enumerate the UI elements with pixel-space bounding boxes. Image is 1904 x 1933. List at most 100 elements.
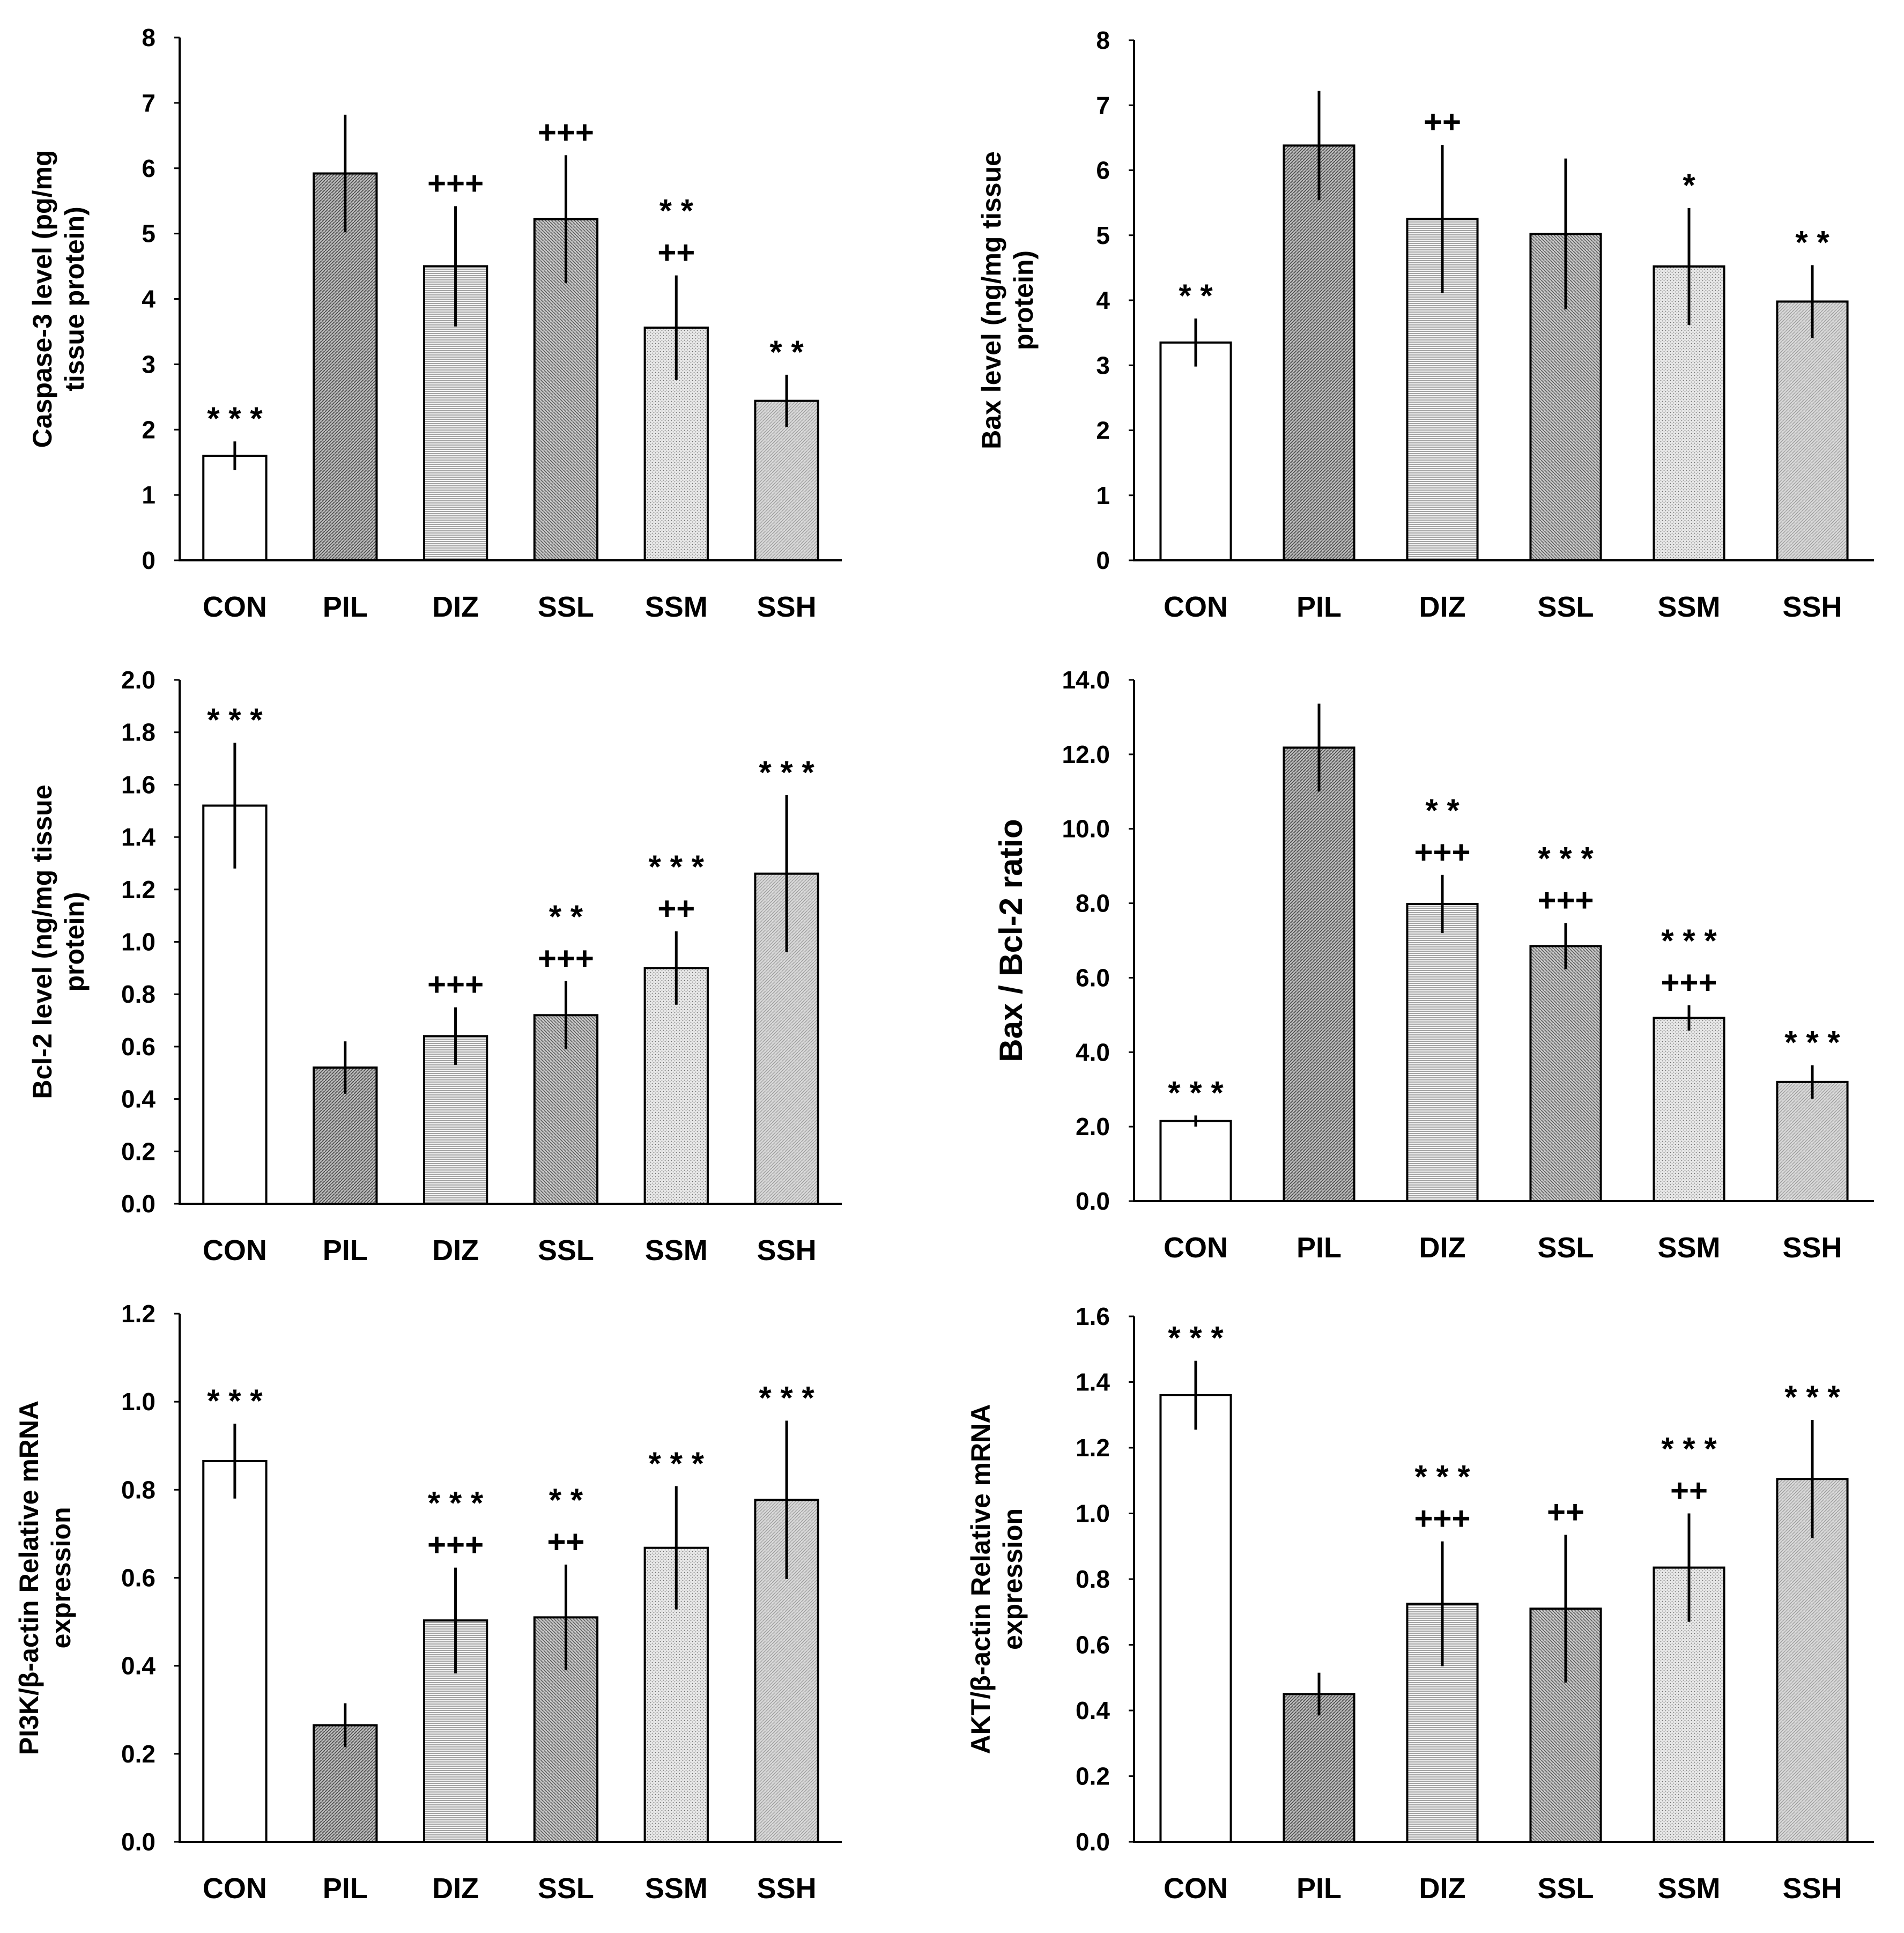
significance-marker: * * * bbox=[1414, 1459, 1470, 1495]
significance-marker: ++ bbox=[657, 891, 695, 927]
y-tick-label: 7 bbox=[142, 89, 155, 117]
significance-marker: +++ bbox=[427, 165, 484, 201]
y-tick-label: 0.0 bbox=[121, 1828, 155, 1856]
x-tick-label: CON bbox=[203, 1234, 267, 1267]
x-tick-label: SSH bbox=[1782, 1872, 1842, 1905]
y-axis-label-line: AKT/β-actin Relative mRNA bbox=[966, 1404, 996, 1754]
significance-marker: * * * bbox=[1168, 1075, 1224, 1110]
y-tick-label: 0.2 bbox=[121, 1740, 155, 1768]
x-tick-label: PIL bbox=[1297, 1872, 1342, 1905]
y-tick-label: 3 bbox=[1096, 351, 1110, 379]
bar-con bbox=[202, 804, 268, 1205]
y-axis-label-line: Caspase-3 level (pg/mg bbox=[27, 150, 57, 448]
bar-con bbox=[1159, 341, 1232, 561]
x-tick-label: CON bbox=[203, 1872, 267, 1905]
chart-panel: 0 1 2 3 4 5 6 7 8 Bax level (ng/mg tissueprotein)… bbox=[976, 26, 1874, 623]
y-tick-label: 8 bbox=[1096, 26, 1110, 54]
x-tick-label: DIZ bbox=[432, 591, 479, 623]
y-axis-label-line: expression bbox=[46, 1507, 76, 1648]
y-tick-label: 1.2 bbox=[1076, 1434, 1110, 1462]
y-axis-label: Caspase-3 level (pg/mgtissue protein) bbox=[27, 150, 90, 448]
significance-marker: +++ bbox=[538, 940, 594, 976]
x-tick-label: PIL bbox=[1297, 1232, 1342, 1264]
significance-marker: * * * bbox=[207, 1383, 263, 1419]
bar-ssh bbox=[1776, 1478, 1849, 1843]
y-tick-label: 0.2 bbox=[1076, 1762, 1110, 1790]
significance-marker: ++ bbox=[657, 235, 695, 271]
significance-marker: * * * bbox=[1784, 1379, 1840, 1415]
x-tick-label: SSL bbox=[538, 591, 594, 623]
x-tick-label: DIZ bbox=[1419, 1872, 1466, 1905]
x-tick-label: SSM bbox=[645, 591, 708, 623]
y-tick-label: 2 bbox=[1096, 417, 1110, 445]
y-tick-label: 2 bbox=[142, 416, 155, 443]
significance-marker: * * * bbox=[207, 702, 263, 738]
bar-con bbox=[1159, 1394, 1232, 1843]
y-tick-label: 1.0 bbox=[1076, 1500, 1110, 1528]
y-axis-label: Bax level (ng/mg tissueprotein) bbox=[976, 151, 1039, 449]
y-tick-label: 2.0 bbox=[121, 666, 155, 694]
significance-marker: ++ bbox=[1547, 1494, 1584, 1530]
x-tick-label: DIZ bbox=[1419, 591, 1466, 623]
y-tick-label: 2.0 bbox=[1076, 1113, 1110, 1140]
y-tick-label: 0.8 bbox=[121, 980, 155, 1008]
x-tick-label: CON bbox=[203, 591, 267, 623]
chart-panel: 0.0 0.2 0.4 0.6 0.8 1.0 1.2 1.4 1.6 1.8 2.0 Bcl-2 l… bbox=[27, 666, 842, 1267]
y-tick-label: 4.0 bbox=[1076, 1038, 1110, 1066]
y-tick-label: 6.0 bbox=[1076, 964, 1110, 991]
significance-marker: * * bbox=[769, 334, 804, 370]
bar-diz bbox=[1406, 902, 1479, 1202]
significance-marker: * * * bbox=[207, 401, 263, 436]
bar-con bbox=[202, 455, 268, 561]
y-axis-label: Bax / Bcl-2 ratio bbox=[993, 819, 1029, 1062]
significance-marker: +++ bbox=[1414, 834, 1470, 870]
chart-panel: 0.0 0.2 0.4 0.6 0.8 1.0 1.2 1.4 1.6 AKT/β-actin R… bbox=[966, 1302, 1874, 1905]
x-tick-label: SSM bbox=[1657, 591, 1720, 623]
x-tick-label: PIL bbox=[1297, 591, 1342, 623]
y-axis-label-line: Bcl-2 level (ng/mg tissue bbox=[27, 784, 57, 1099]
significance-marker: +++ bbox=[1537, 882, 1594, 918]
x-tick-label: SSL bbox=[538, 1872, 594, 1905]
y-axis-label-line: protein) bbox=[1009, 250, 1039, 350]
y-tick-label: 12.0 bbox=[1062, 740, 1110, 768]
y-axis-label-line: expression bbox=[998, 1508, 1028, 1650]
x-tick-label: SSL bbox=[1537, 1872, 1594, 1905]
y-tick-label: 7 bbox=[1096, 91, 1110, 119]
y-tick-label: 0.6 bbox=[1076, 1631, 1110, 1659]
x-tick-label: SSM bbox=[1657, 1232, 1720, 1264]
y-tick-label: 8 bbox=[142, 24, 155, 51]
y-axis-label-line: tissue protein) bbox=[60, 206, 90, 391]
bar-ssl bbox=[1529, 945, 1602, 1203]
y-tick-label: 0 bbox=[1096, 546, 1110, 574]
y-tick-label: 0.6 bbox=[121, 1564, 155, 1592]
x-tick-label: CON bbox=[1164, 1872, 1228, 1905]
x-tick-label: DIZ bbox=[432, 1234, 479, 1267]
y-tick-label: 0.2 bbox=[121, 1137, 155, 1165]
bar-ssh bbox=[1776, 1080, 1849, 1203]
chart-panel: 0.0 0.2 0.4 0.6 0.8 1.0 1.2 PI3K/β-actin Relati… bbox=[14, 1300, 842, 1905]
bar-ssm bbox=[643, 967, 709, 1205]
y-tick-label: 1.8 bbox=[121, 719, 155, 746]
significance-marker: * bbox=[1683, 167, 1695, 203]
bar-pil bbox=[1283, 746, 1355, 1202]
y-tick-label: 0.8 bbox=[121, 1476, 155, 1504]
y-tick-label: 1.0 bbox=[121, 1388, 155, 1416]
y-tick-label: 1 bbox=[142, 481, 155, 509]
bar-ssm bbox=[1653, 1017, 1725, 1202]
significance-marker: +++ bbox=[538, 114, 594, 150]
significance-marker: * * bbox=[549, 899, 583, 935]
y-axis-label-line: PI3K/β-actin Relative mRNA bbox=[14, 1401, 44, 1755]
y-axis-label: AKT/β-actin Relative mRNAexpression bbox=[966, 1404, 1028, 1754]
y-axis-label: PI3K/β-actin Relative mRNAexpression bbox=[14, 1401, 76, 1755]
y-tick-label: 0 bbox=[142, 546, 155, 574]
y-tick-label: 6 bbox=[142, 154, 155, 182]
bar-pil bbox=[1283, 1693, 1355, 1843]
y-tick-label: 5 bbox=[1096, 221, 1110, 249]
x-tick-label: SSL bbox=[1537, 1232, 1594, 1264]
y-tick-label: 1.6 bbox=[1076, 1302, 1110, 1330]
y-axis-label-line: protein) bbox=[60, 892, 90, 991]
x-tick-label: SSM bbox=[645, 1234, 708, 1267]
significance-marker: * * bbox=[549, 1482, 583, 1518]
bar-diz bbox=[423, 265, 488, 561]
